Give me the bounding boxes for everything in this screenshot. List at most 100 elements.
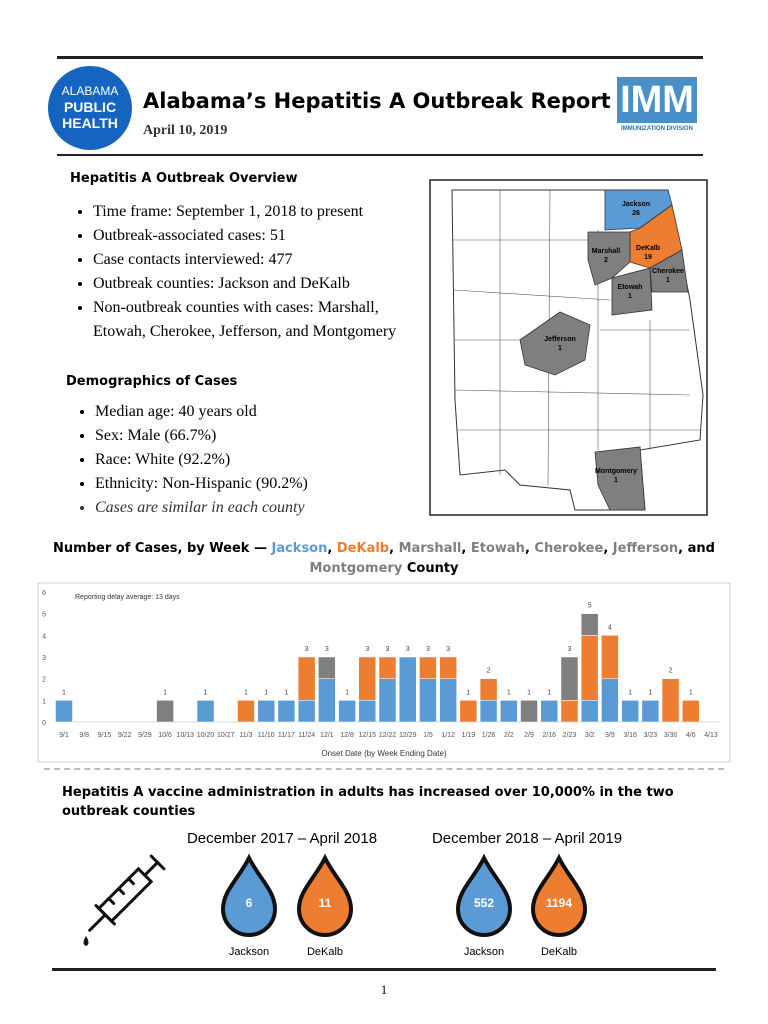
- county-name: Etowah: [618, 284, 643, 291]
- bullet: Cases are similar in each county: [95, 496, 415, 520]
- county-count: 1: [558, 345, 562, 352]
- legend-entry: Cherokee: [534, 541, 604, 556]
- title-separator: ,: [524, 541, 530, 556]
- x-tick-label: 1/19: [462, 732, 476, 739]
- bar-segment: [479, 678, 498, 701]
- legend-entry: Etowah: [470, 541, 525, 556]
- total-label: 1: [648, 689, 652, 696]
- county-count: 19: [644, 254, 652, 261]
- bullet: Outbreak-associated cases: 51: [93, 224, 411, 248]
- county-label: DeKalb: [541, 946, 577, 958]
- county-count: 2: [604, 257, 608, 264]
- bar-segment: [459, 700, 478, 723]
- county-label: Jackson: [464, 946, 504, 958]
- x-tick-label: 9/15: [98, 732, 112, 739]
- total-label: 2: [487, 668, 491, 675]
- y-tick-label: 5: [42, 612, 46, 619]
- imm-subtitle: IMMUNIZATION DIVISION: [621, 126, 693, 132]
- bar-segment: [338, 700, 356, 723]
- x-tick-label: 3/23: [644, 732, 658, 739]
- drop: [530, 853, 588, 937]
- total-label: 4: [608, 624, 612, 631]
- total-label: 1: [689, 689, 693, 696]
- dose-count: 11: [319, 896, 332, 910]
- x-tick-label: 3/30: [664, 732, 678, 739]
- x-tick-label: 10/27: [217, 732, 235, 739]
- imm-logo: IMM: [617, 77, 697, 123]
- bar-segment: [378, 656, 397, 679]
- aph-logo: ALABAMA PUBLIC HEALTH: [48, 66, 132, 150]
- dose-count: 6: [246, 896, 253, 910]
- bar-segment: [55, 700, 73, 723]
- title-separator: , and: [678, 541, 715, 556]
- x-tick-label: 10/6: [158, 732, 172, 739]
- county-count: 1: [614, 477, 618, 484]
- bar-segment: [580, 613, 599, 636]
- period-label: December 2017 – April 2018: [187, 830, 377, 847]
- header-rule: [57, 154, 703, 156]
- legend-entry: Marshall: [398, 541, 462, 556]
- bar-segment: [500, 700, 518, 723]
- demographics-list: Median age: 40 years old Sex: Male (66.7…: [72, 400, 415, 520]
- bar-segment: [419, 656, 437, 679]
- bar-segment: [318, 656, 336, 679]
- county: [649, 249, 689, 293]
- title-separator: ,: [461, 541, 467, 556]
- total-label: 1: [466, 689, 470, 696]
- y-tick-label: 6: [42, 590, 46, 597]
- county-name: DeKalb: [636, 245, 660, 252]
- x-tick-label: 4/13: [704, 732, 718, 739]
- county-name: Jackson: [622, 201, 650, 208]
- title-separator: ,: [327, 541, 333, 556]
- x-tick-label: 3/9: [605, 732, 615, 739]
- bar-segment: [297, 656, 316, 701]
- x-tick-label: 3/16: [623, 732, 637, 739]
- x-axis-label: Onset Date (by Week Ending Date): [321, 749, 447, 758]
- total-label: 3: [568, 646, 572, 653]
- annotation: Reporting delay average: 13 days: [75, 594, 180, 601]
- bar-segment: [560, 656, 579, 701]
- total-label: 3: [386, 646, 390, 653]
- x-tick-label: 1/26: [482, 732, 496, 739]
- logo-line: HEALTH: [62, 115, 118, 131]
- x-tick-label: 4/6: [686, 732, 696, 739]
- total-label: 3: [406, 646, 410, 653]
- logo-line: PUBLIC: [64, 99, 116, 115]
- x-tick-label: 12/8: [340, 732, 354, 739]
- bullet: Outbreak counties: Jackson and DeKalb: [93, 272, 411, 296]
- x-tick-label: 2/23: [563, 732, 577, 739]
- y-tick-label: 3: [42, 655, 46, 662]
- county-label: DeKalb: [307, 946, 343, 958]
- total-label: 1: [62, 689, 66, 696]
- total-label: 3: [305, 646, 309, 653]
- bullet: Median age: 40 years old: [95, 400, 415, 424]
- legend-entry: Jefferson: [612, 541, 679, 556]
- total-label: 1: [163, 689, 167, 696]
- dose-count: 1194: [546, 896, 572, 910]
- y-tick-label: 0: [42, 720, 46, 727]
- logo-line: ALABAMA: [62, 84, 119, 98]
- drop: [296, 853, 354, 937]
- y-tick-label: 2: [42, 677, 46, 684]
- county: [594, 446, 646, 511]
- total-label: 1: [547, 689, 551, 696]
- drop: [220, 853, 278, 937]
- x-tick-label: 10/20: [197, 732, 215, 739]
- dose-count: 552: [474, 896, 494, 910]
- county-name: Montgomery: [595, 468, 637, 475]
- x-tick-label: 2/9: [524, 732, 534, 739]
- divider: [44, 768, 724, 770]
- county-count: 1: [666, 277, 670, 284]
- bar-segment: [277, 700, 296, 723]
- total-label: 1: [527, 689, 531, 696]
- bar-segment: [398, 656, 417, 723]
- legend-entry: Montgomery: [309, 561, 403, 576]
- page-number: 1: [380, 982, 388, 997]
- x-tick-label: 12/29: [399, 732, 417, 739]
- bar-segment: [520, 700, 538, 723]
- bar-segment: [601, 635, 619, 679]
- x-tick-label: 12/1: [320, 732, 334, 739]
- x-tick-label: 12/15: [359, 732, 377, 739]
- bullet: Sex: Male (66.7%): [95, 424, 415, 448]
